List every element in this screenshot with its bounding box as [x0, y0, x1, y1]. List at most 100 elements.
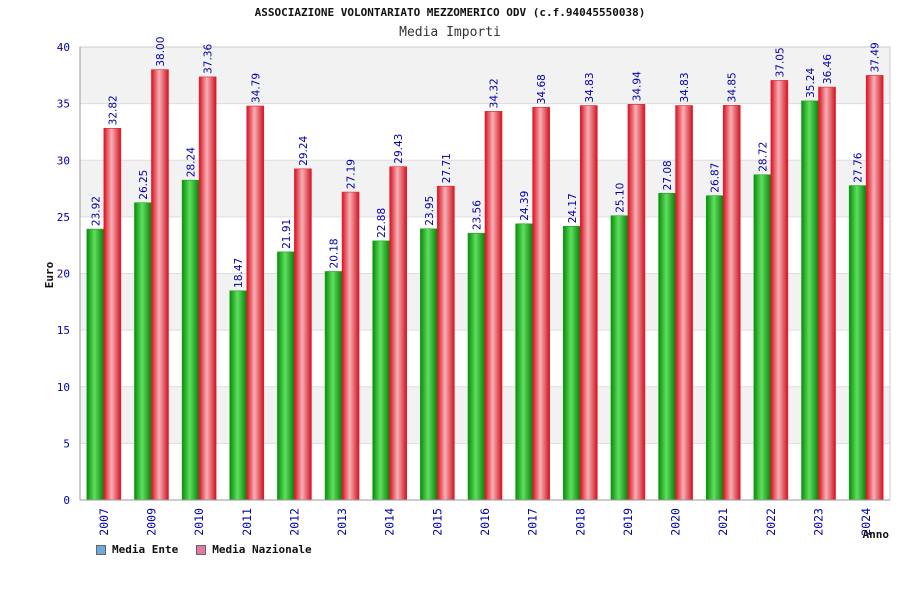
x-tick-label: 2011	[240, 508, 254, 536]
data-label-media-ente-2017: 24.39	[519, 191, 531, 221]
y-tick-label: 20	[57, 268, 70, 281]
bar-media-ente-2018	[562, 225, 581, 501]
bar-media-nazionale-2023	[818, 86, 836, 501]
x-tick-label: 2019	[621, 508, 635, 536]
x-tick-label: 2015	[430, 508, 444, 536]
data-label-media-ente-2023: 35.24	[805, 68, 817, 98]
bar-media-nazionale-2022	[770, 80, 789, 501]
x-tick-label: 2013	[335, 508, 349, 536]
data-label-media-ente-2015: 23.95	[424, 196, 436, 226]
data-label-media-nazionale-2024: 37.49	[870, 42, 882, 72]
data-label-media-ente-2012: 21.91	[281, 219, 293, 249]
bar-media-ente-2022	[753, 174, 772, 501]
bar-media-ente-2017	[515, 223, 533, 501]
x-tick-label: 2017	[526, 508, 540, 536]
data-label-media-nazionale-2017: 34.68	[536, 74, 548, 104]
data-label-media-ente-2018: 24.17	[567, 193, 579, 223]
bar-media-ente-2015	[420, 228, 438, 501]
x-axis-title: Anno	[863, 528, 890, 541]
bar-media-ente-2009	[134, 202, 152, 501]
data-label-media-nazionale-2013: 27.19	[346, 159, 358, 189]
bar-media-nazionale-2010	[198, 76, 217, 501]
y-tick-label: 15	[57, 324, 70, 337]
bar-media-ente-2014	[372, 240, 391, 501]
legend-label-media-ente: Media Ente	[112, 543, 179, 556]
bar-media-ente-2012	[277, 251, 295, 501]
data-label-media-nazionale-2022: 37.05	[774, 47, 786, 77]
data-label-media-nazionale-2010: 37.36	[203, 44, 215, 74]
legend-swatch-media-ente	[96, 544, 106, 555]
x-tick-label: 2020	[669, 508, 683, 536]
legend-label-media-nazionale: Media Nazionale	[212, 543, 312, 556]
data-label-media-nazionale-2012: 29.24	[298, 135, 310, 165]
chart-subtitle: Media Importi	[399, 25, 501, 40]
data-label-media-nazionale-2009: 38.00	[155, 37, 167, 67]
data-label-media-nazionale-2015: 27.71	[441, 153, 453, 183]
x-tick-label: 2014	[383, 508, 397, 536]
bar-media-nazionale-2014	[389, 166, 408, 501]
bar-media-ente-2023	[801, 100, 819, 501]
data-label-media-nazionale-2014: 29.43	[393, 134, 405, 164]
chart-title: ASSOCIAZIONE VOLONTARIATO MEZZOMERICO OD…	[254, 6, 646, 19]
data-label-media-ente-2016: 23.56	[472, 200, 484, 230]
data-label-media-nazionale-2020: 34.83	[679, 72, 691, 102]
y-tick-label: 35	[57, 98, 70, 111]
bar-media-nazionale-2019	[627, 104, 646, 501]
bar-media-nazionale-2024	[865, 75, 884, 501]
y-tick-label: 5	[63, 437, 70, 450]
bar-media-ente-2021	[705, 195, 724, 501]
bar-media-nazionale-2016	[484, 111, 503, 501]
data-label-media-ente-2014: 22.88	[376, 208, 388, 238]
x-tick-label: 2023	[812, 508, 826, 536]
bar-media-ente-2016	[467, 232, 486, 501]
bar-media-ente-2011	[229, 290, 248, 501]
bar-media-nazionale-2021	[722, 105, 741, 501]
legend: Media Ente Media Nazionale	[96, 543, 312, 556]
legend-item-media-ente: Media Ente	[96, 543, 178, 556]
bar-media-ente-2010	[181, 179, 200, 501]
data-label-media-ente-2009: 26.25	[138, 170, 150, 200]
bar-media-ente-2013	[324, 271, 343, 501]
data-label-media-ente-2007: 23.92	[90, 196, 102, 226]
legend-swatch-media-nazionale	[196, 544, 207, 555]
data-label-media-ente-2010: 28.24	[186, 147, 198, 177]
data-label-media-nazionale-2007: 32.82	[107, 95, 119, 125]
x-tick-label: 2022	[764, 508, 778, 536]
bar-media-nazionale-2011	[246, 105, 265, 501]
y-tick-label: 10	[57, 381, 70, 394]
y-tick-label: 25	[57, 211, 70, 224]
x-tick-label: 2007	[97, 508, 111, 536]
data-label-media-ente-2011: 18.47	[233, 258, 245, 288]
data-label-media-ente-2019: 25.10	[614, 183, 626, 213]
x-tick-label: 2009	[144, 508, 158, 536]
bar-media-ente-2020	[658, 193, 676, 501]
x-tick-label: 2016	[478, 508, 492, 536]
data-label-media-ente-2013: 20.18	[329, 238, 341, 268]
data-label-media-nazionale-2023: 36.46	[822, 54, 834, 84]
data-label-media-ente-2021: 26.87	[710, 163, 722, 193]
data-label-media-nazionale-2018: 34.83	[584, 72, 596, 102]
bar-media-nazionale-2009	[151, 69, 169, 501]
x-tick-label: 2021	[716, 508, 730, 536]
bar-media-nazionale-2013	[341, 191, 360, 501]
y-tick-label: 40	[57, 41, 70, 54]
x-tick-label: 2018	[573, 508, 587, 536]
bar-media-nazionale-2017	[532, 106, 550, 501]
bar-media-nazionale-2007	[103, 128, 122, 501]
data-label-media-nazionale-2011: 34.79	[250, 73, 262, 103]
data-label-media-ente-2024: 27.76	[853, 152, 865, 182]
data-label-media-ente-2022: 28.72	[757, 142, 769, 172]
bar-media-ente-2019	[610, 215, 629, 501]
bar-media-nazionale-2012	[294, 168, 312, 501]
y-axis-title: Euro	[43, 261, 56, 288]
x-tick-label: 2024	[859, 508, 873, 536]
data-label-media-nazionale-2021: 34.85	[727, 72, 739, 102]
x-tick-label: 2012	[287, 508, 301, 536]
y-tick-label: 0	[63, 494, 70, 507]
data-label-media-ente-2020: 27.08	[662, 160, 674, 190]
bar-media-ente-2007	[86, 228, 105, 501]
x-tick-label: 2010	[192, 508, 206, 536]
bar-media-nazionale-2015	[437, 185, 455, 501]
data-label-media-nazionale-2016: 34.32	[489, 78, 501, 108]
